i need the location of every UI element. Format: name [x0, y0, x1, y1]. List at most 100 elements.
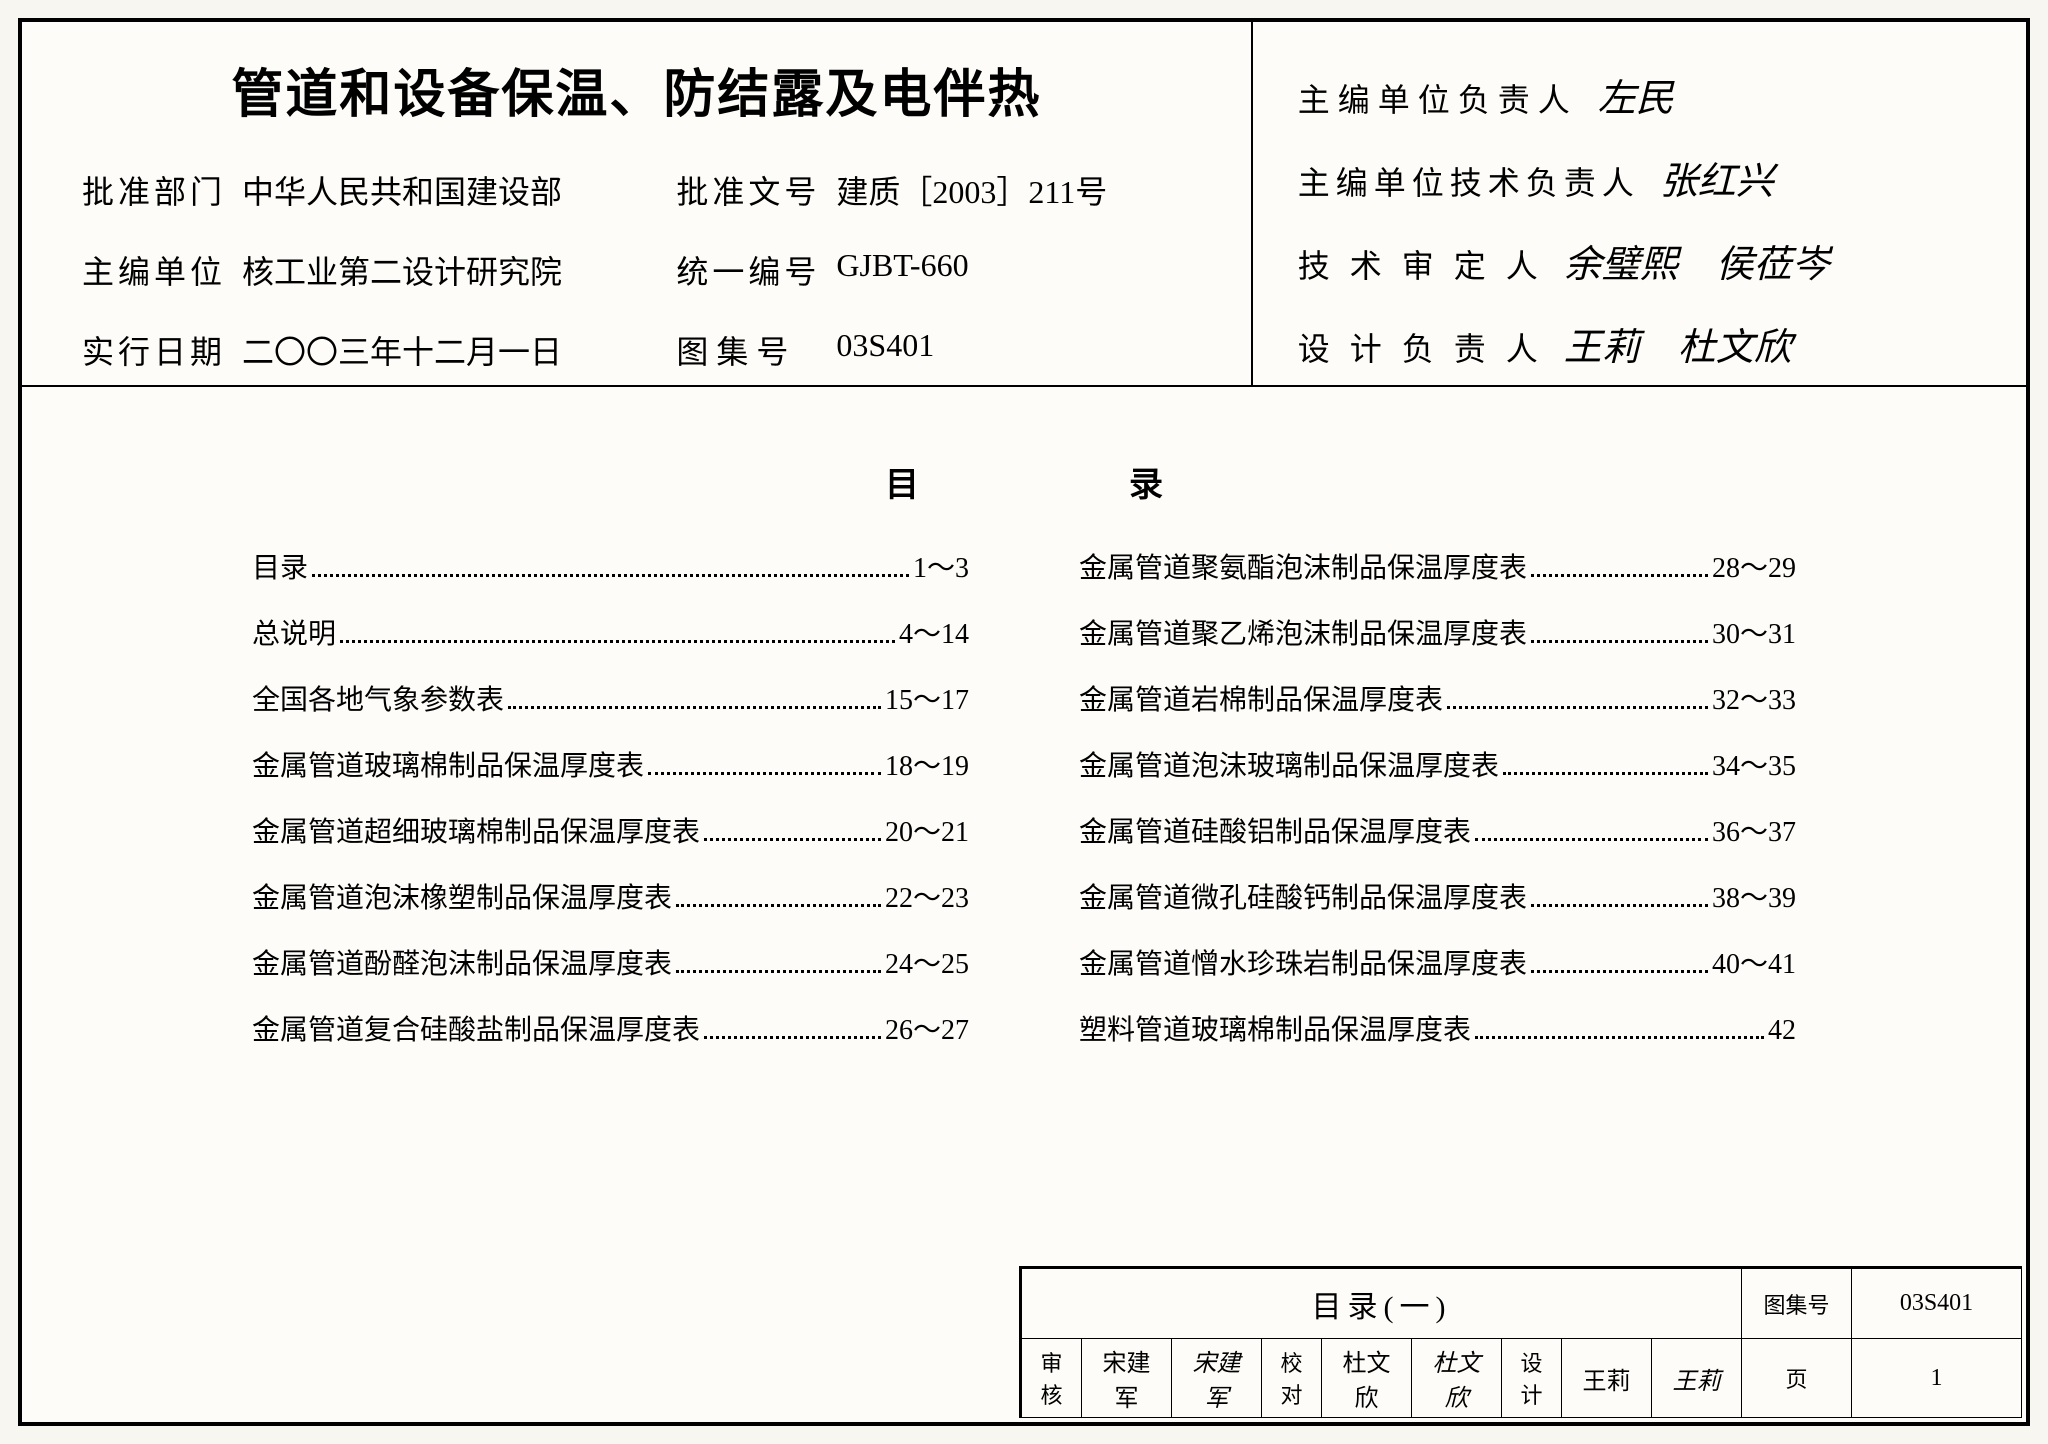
toc-entry: 金属管道聚乙烯泡沫制品保温厚度表30～31: [1079, 612, 1796, 652]
toc-entry-pages: 1～3: [913, 546, 969, 586]
toc-entry-text: 金属管道泡沫橡塑制品保温厚度表: [252, 876, 672, 916]
titleblock-table: 目录(一) 图集号 03S401 审核 宋建军 宋建军 校对 杜文欣 杜文欣 设…: [1021, 1268, 2022, 1418]
titleblock-title: 目录(一): [1022, 1269, 1742, 1339]
toc-entry: 金属管道憎水珍珠岩制品保温厚度表 40～41: [1079, 942, 1796, 982]
toc-entry-text: 金属管道憎水珍珠岩制品保温厚度表: [1079, 942, 1527, 982]
toc-entry-text: 总说明: [252, 612, 336, 652]
toc-entry-pages: 4～14: [899, 612, 969, 652]
toc-entry-text: 塑料管道玻璃棉制品保温厚度表: [1079, 1008, 1471, 1048]
header-left: 管道和设备保温、防结露及电伴热 批准部门 中华人民共和国建设部 批准文号 建质［…: [22, 22, 1253, 385]
titleblock-review-label: 审核: [1022, 1339, 1082, 1418]
meta-label: 实行日期: [82, 327, 242, 373]
toc-dots: [676, 904, 881, 907]
toc-entry: 金属管道酚醛泡沫制品保温厚度表 24～25: [252, 942, 969, 982]
titleblock-design-sig: 王莉: [1652, 1339, 1742, 1418]
toc-entry-text: 金属管道聚氨酯泡沫制品保温厚度表: [1079, 546, 1527, 586]
toc-entry-pages: 38～39: [1712, 876, 1796, 916]
toc-entry-text: 金属管道微孔硅酸钙制品保温厚度表: [1079, 876, 1527, 916]
toc-dots: [312, 574, 909, 577]
toc-entry: 金属管道泡沫玻璃制品保温厚度表 34～35: [1079, 744, 1796, 784]
toc-entry-text: 金属管道复合硅酸盐制品保温厚度表: [252, 1008, 700, 1048]
toc-entry: 金属管道玻璃棉制品保温厚度表18～19: [252, 744, 969, 784]
toc-entry-text: 金属管道泡沫玻璃制品保温厚度表: [1079, 744, 1499, 784]
toc-entry-pages: 26～27: [885, 1008, 969, 1048]
titleblock-proof-name: 杜文欣: [1322, 1339, 1412, 1418]
toc-entry: 金属管道硅酸铝制品保温厚度表 36～37: [1079, 810, 1796, 850]
sig-tech-reviewer: 技 术 审 定 人 余璧熙 侯莅岑: [1298, 233, 1986, 288]
toc-entry: 目录 1～3: [252, 546, 969, 586]
toc-entry-pages: 22～23: [885, 876, 969, 916]
document-title: 管道和设备保温、防结露及电伴热: [82, 52, 1191, 127]
meta-atlas-no: 图 集 号 03S401: [676, 327, 1190, 373]
meta-approve-dept: 批准部门 中华人民共和国建设部: [82, 167, 596, 213]
toc-entry-text: 全国各地气象参数表: [252, 678, 504, 718]
toc-entry-pages: 20～21: [885, 810, 969, 850]
toc-entry-pages: 32～33: [1712, 678, 1796, 718]
toc-entry: 总说明 4～14: [252, 612, 969, 652]
meta-value: 建质［2003］211号: [836, 167, 1190, 213]
toc-entry: 金属管道泡沫橡塑制品保温厚度表 22～23: [252, 876, 969, 916]
toc-dots: [508, 706, 881, 709]
toc-entry-pages: 36～37: [1712, 810, 1796, 850]
titleblock-design-label: 设计: [1502, 1339, 1562, 1418]
meta-label: 主编单位: [82, 247, 242, 293]
sig-designer: 设 计 负 责 人 王莉 杜文欣: [1298, 316, 1986, 371]
meta-value: 03S401: [836, 327, 1190, 373]
toc-entry-pages: 40～41: [1712, 942, 1796, 982]
toc-dots: [676, 970, 881, 973]
toc-body: 目 录 目录 1～3 总说明 4～14 全国各地气象参数表 15～17 金属管道玻璃棉制品保…: [22, 387, 2026, 1074]
sig-value: 张红兴: [1660, 150, 1774, 205]
titleblock: 目录(一) 图集号 03S401 审核 宋建军 宋建军 校对 杜文欣 杜文欣 设…: [1019, 1266, 2022, 1418]
toc-dots: [340, 640, 895, 643]
meta-label: 统一编号: [676, 247, 836, 293]
toc-dots: [1475, 1036, 1764, 1039]
titleblock-design-name: 王莉: [1562, 1339, 1652, 1418]
titleblock-proof-label: 校对: [1262, 1339, 1322, 1418]
toc-entry-pages: 24～25: [885, 942, 969, 982]
toc-dots: [648, 772, 881, 775]
toc-entry-pages: 42: [1768, 1015, 1796, 1047]
sig-label: 主编单位负责人: [1298, 75, 1578, 121]
meta-value: 核工业第二设计研究院: [242, 247, 596, 293]
toc-dots: [704, 838, 881, 841]
titleblock-atlas-value: 03S401: [1852, 1269, 2022, 1339]
toc-entry-pages: 34～35: [1712, 744, 1796, 784]
toc-entry: 金属管道超细玻璃棉制品保温厚度表20～21: [252, 810, 969, 850]
toc-entry-text: 金属管道酚醛泡沫制品保温厚度表: [252, 942, 672, 982]
drawing-frame: 管道和设备保温、防结露及电伴热 批准部门 中华人民共和国建设部 批准文号 建质［…: [18, 18, 2030, 1426]
toc-dots: [1531, 574, 1708, 577]
meta-editor-unit: 主编单位 核工业第二设计研究院: [82, 247, 596, 293]
toc-heading-right: 录: [1129, 457, 1163, 506]
meta-label: 批准文号: [676, 167, 836, 213]
toc-entry: 全国各地气象参数表 15～17: [252, 678, 969, 718]
toc-dots: [1531, 904, 1708, 907]
sig-value: 王莉 杜文欣: [1564, 316, 1792, 371]
toc-entry-text: 目录: [252, 546, 308, 586]
sig-label: 技 术 审 定 人: [1298, 241, 1544, 287]
toc-entry-text: 金属管道聚乙烯泡沫制品保温厚度表: [1079, 612, 1527, 652]
sig-label: 主编单位技术负责人: [1298, 158, 1640, 204]
header: 管道和设备保温、防结露及电伴热 批准部门 中华人民共和国建设部 批准文号 建质［…: [22, 22, 2026, 387]
toc-entry: 金属管道复合硅酸盐制品保温厚度表 26～27: [252, 1008, 969, 1048]
meta-label: 批准部门: [82, 167, 242, 213]
toc-heading-left: 目: [885, 457, 919, 506]
meta-approve-doc: 批准文号 建质［2003］211号: [676, 167, 1190, 213]
toc-dots: [1531, 970, 1708, 973]
titleblock-page-label: 页: [1742, 1339, 1852, 1418]
sig-label: 设 计 负 责 人: [1298, 324, 1544, 370]
sig-chief-unit-tech: 主编单位技术负责人 张红兴: [1298, 150, 1986, 205]
toc-entry-text: 金属管道玻璃棉制品保温厚度表: [252, 744, 644, 784]
titleblock-atlas-label: 图集号: [1742, 1269, 1852, 1339]
meta-label: 图 集 号: [676, 327, 836, 373]
toc-dots: [1531, 640, 1708, 643]
toc-entry-pages: 28～29: [1712, 546, 1796, 586]
toc-columns: 目录 1～3 总说明 4～14 全国各地气象参数表 15～17 金属管道玻璃棉制品保温厚度表…: [102, 546, 1946, 1074]
meta-unified-no: 统一编号 GJBT-660: [676, 247, 1190, 293]
titleblock-review-name: 宋建军: [1082, 1339, 1172, 1418]
sig-chief-unit-leader: 主编单位负责人 左民: [1298, 67, 1986, 122]
titleblock-proof-sig: 杜文欣: [1412, 1339, 1502, 1418]
toc-entry: 金属管道聚氨酯泡沫制品保温厚度表 28～29: [1079, 546, 1796, 586]
toc-entry-text: 金属管道硅酸铝制品保温厚度表: [1079, 810, 1471, 850]
toc-entry: 塑料管道玻璃棉制品保温厚度表 42: [1079, 1008, 1796, 1048]
toc-entry-pages: 15～17: [885, 678, 969, 718]
